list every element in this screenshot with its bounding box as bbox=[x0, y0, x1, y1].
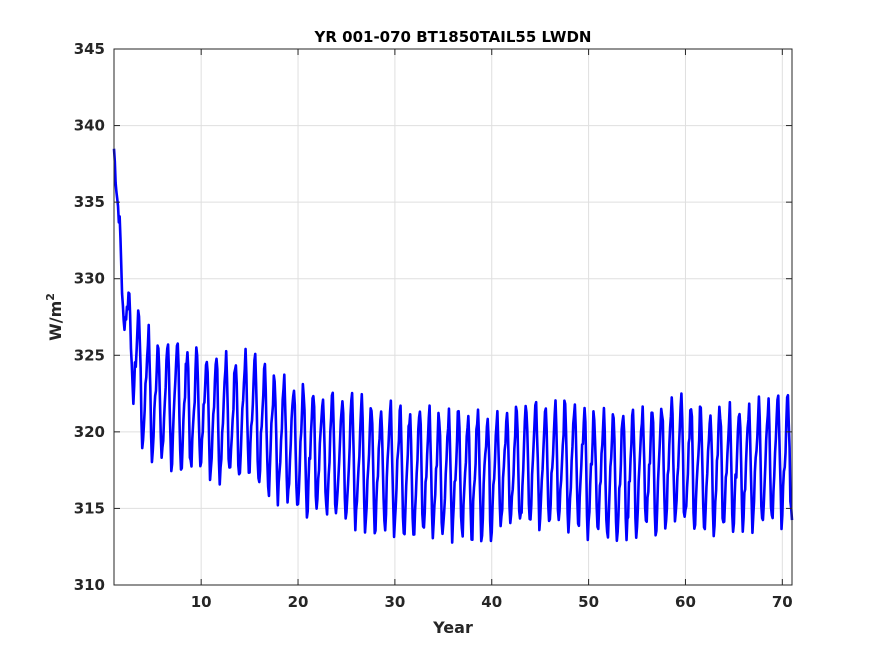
x-axis-ticks: 10 20 30 40 50 60 70 bbox=[191, 49, 793, 611]
y-tick-label: 330 bbox=[74, 270, 105, 288]
x-tick-label: 10 bbox=[191, 593, 212, 611]
y-tick-label: 325 bbox=[74, 346, 105, 364]
chart-title: YR 001-070 BT1850TAIL55 LWDN bbox=[314, 28, 592, 46]
series-layer bbox=[112, 148, 794, 544]
y-axis-label: W/m2 bbox=[44, 293, 65, 341]
x-tick-label: 30 bbox=[384, 593, 405, 611]
y-tick-label: 310 bbox=[74, 576, 105, 594]
x-tick-label: 20 bbox=[288, 593, 309, 611]
y-tick-label: 345 bbox=[74, 40, 105, 58]
y-tick-label: 335 bbox=[74, 193, 105, 211]
x-tick-label: 40 bbox=[481, 593, 502, 611]
y-axis-label-main: W/m bbox=[46, 301, 65, 341]
x-tick-label: 60 bbox=[675, 593, 696, 611]
axes-box bbox=[113, 48, 793, 586]
x-tick-label: 70 bbox=[772, 593, 793, 611]
y-axis-ticks: 310 315 320 325 330 335 340 345 bbox=[74, 40, 792, 594]
y-tick-label: 340 bbox=[74, 117, 105, 135]
x-axis-label: Year bbox=[432, 618, 473, 637]
y-axis-label-superscript: 2 bbox=[44, 293, 57, 301]
y-tick-label: 320 bbox=[74, 423, 105, 441]
x-tick-label: 50 bbox=[578, 593, 599, 611]
y-tick-label: 315 bbox=[74, 499, 105, 517]
series-line bbox=[112, 148, 794, 544]
